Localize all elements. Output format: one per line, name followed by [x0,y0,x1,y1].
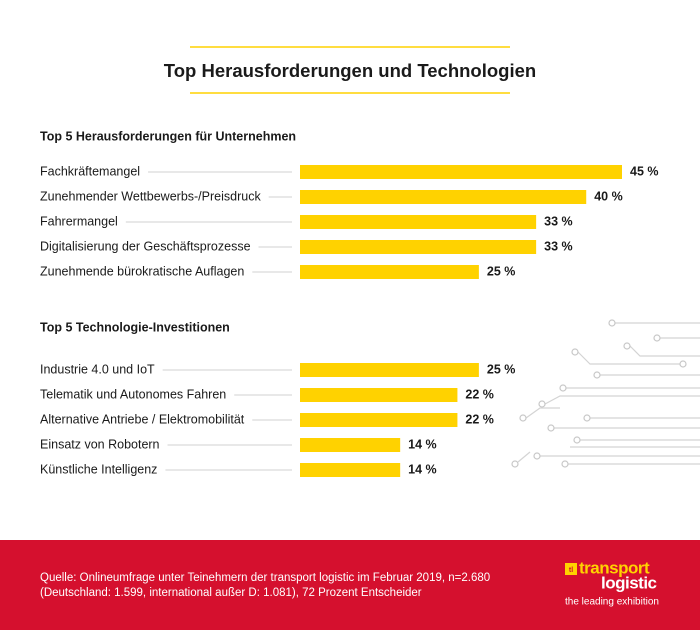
category-label: Fachkräftemangel [40,164,140,178]
value-label: 33 % [544,239,573,253]
logo-tagline: the leading exhibition [565,597,659,608]
bar [300,265,479,279]
category-label: Industrie 4.0 und IoT [40,362,155,376]
bar [300,413,458,427]
page-title: Top Herausforderungen und Technologien [164,60,536,81]
source-text: (Deutschland: 1.599, international außer… [40,587,422,599]
footer-band [0,540,700,630]
logo-word: transport [579,558,650,577]
source-text: Quelle: Onlineumfrage unter Teinehmern d… [40,572,490,584]
bar [300,438,401,452]
bar [300,165,622,179]
category-label: Digitalisierung der Geschäftsprozesse [40,239,251,253]
logo-word: logistic [601,573,657,592]
category-label: Alternative Antriebe / Elektromobilität [40,412,245,426]
bar [300,463,401,477]
value-label: 33 % [544,214,573,228]
category-label: Zunehmender Wettbewerbs-/Preisdruck [40,189,261,203]
value-label: 40 % [594,189,623,203]
circuit-decoration [511,319,700,468]
category-label: Einsatz von Robotern [40,437,160,451]
section-title: Top 5 Technologie-Investitionen [40,320,230,334]
value-label: 14 % [408,437,437,451]
category-label: Telematik und Autonomes Fahren [40,387,226,401]
section-title: Top 5 Herausforderungen für Unternehmen [40,129,296,143]
logo-icon [565,563,577,575]
bar [300,190,587,204]
value-label: 45 % [630,164,659,178]
category-label: Zunehmende bürokratische Auflagen [40,264,244,278]
bar [300,388,458,402]
category-label: Fahrermangel [40,214,118,228]
value-label: 22 % [465,412,494,426]
value-label: 25 % [487,362,516,376]
bar [300,363,479,377]
bar [300,240,537,254]
value-label: 22 % [465,387,494,401]
category-label: Künstliche Intelligenz [40,462,157,476]
value-label: 14 % [408,462,437,476]
value-label: 25 % [487,264,516,278]
bar [300,215,537,229]
logo-icon-text: tl [569,567,573,574]
